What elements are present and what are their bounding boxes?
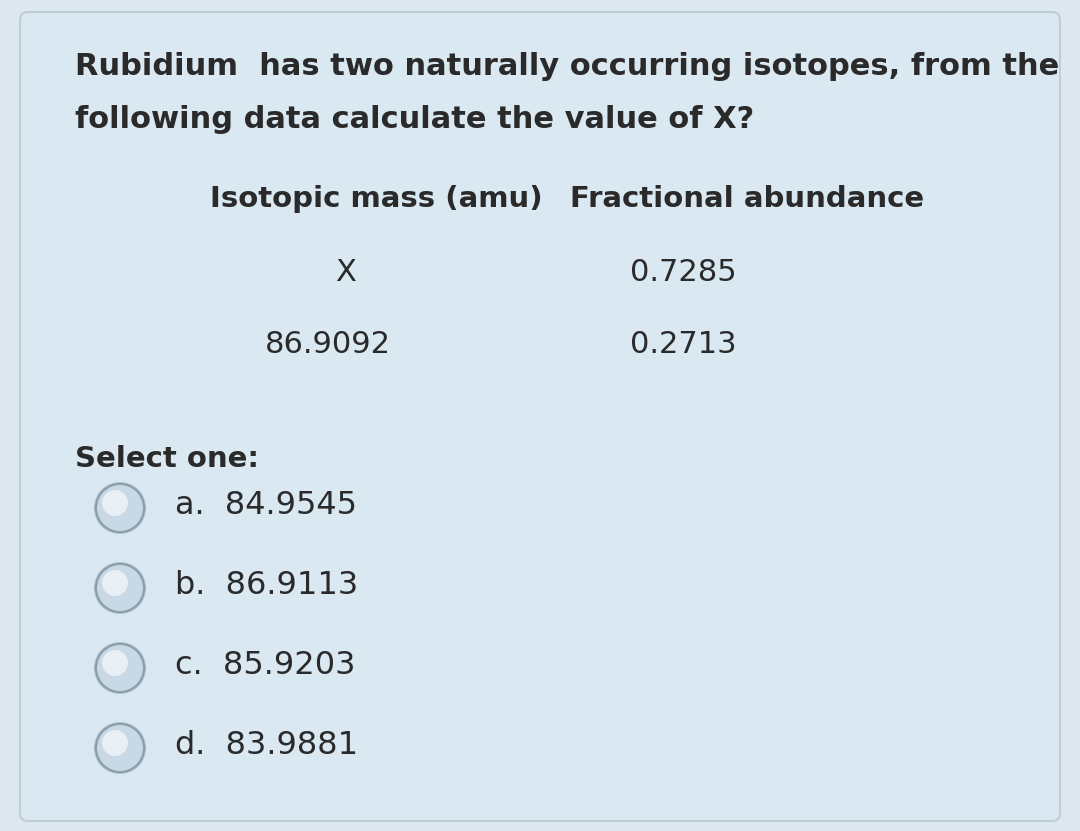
Text: Fractional abundance: Fractional abundance [570, 185, 924, 213]
Text: d.  83.9881: d. 83.9881 [175, 730, 359, 761]
Text: Isotopic mass (amu): Isotopic mass (amu) [210, 185, 542, 213]
Text: Select one:: Select one: [75, 445, 259, 473]
Circle shape [94, 482, 146, 534]
Text: 86.9092: 86.9092 [265, 330, 391, 359]
Circle shape [96, 484, 144, 532]
Circle shape [96, 644, 144, 692]
Text: b.  86.9113: b. 86.9113 [175, 570, 359, 601]
Text: 0.2713: 0.2713 [630, 330, 737, 359]
FancyBboxPatch shape [21, 12, 1059, 821]
Circle shape [102, 730, 129, 756]
Circle shape [94, 642, 146, 694]
Text: c.  85.9203: c. 85.9203 [175, 650, 355, 681]
Circle shape [96, 724, 144, 772]
Circle shape [94, 722, 146, 774]
Text: X: X [335, 258, 356, 287]
Text: following data calculate the value of X?: following data calculate the value of X? [75, 105, 754, 134]
Text: a.  84.9545: a. 84.9545 [175, 490, 357, 521]
Circle shape [102, 650, 129, 676]
Circle shape [96, 564, 144, 612]
Text: Rubidium  has two naturally occurring isotopes, from the: Rubidium has two naturally occurring iso… [75, 52, 1059, 81]
Circle shape [94, 562, 146, 614]
Circle shape [102, 490, 129, 516]
Text: 0.7285: 0.7285 [630, 258, 737, 287]
Circle shape [102, 570, 129, 596]
